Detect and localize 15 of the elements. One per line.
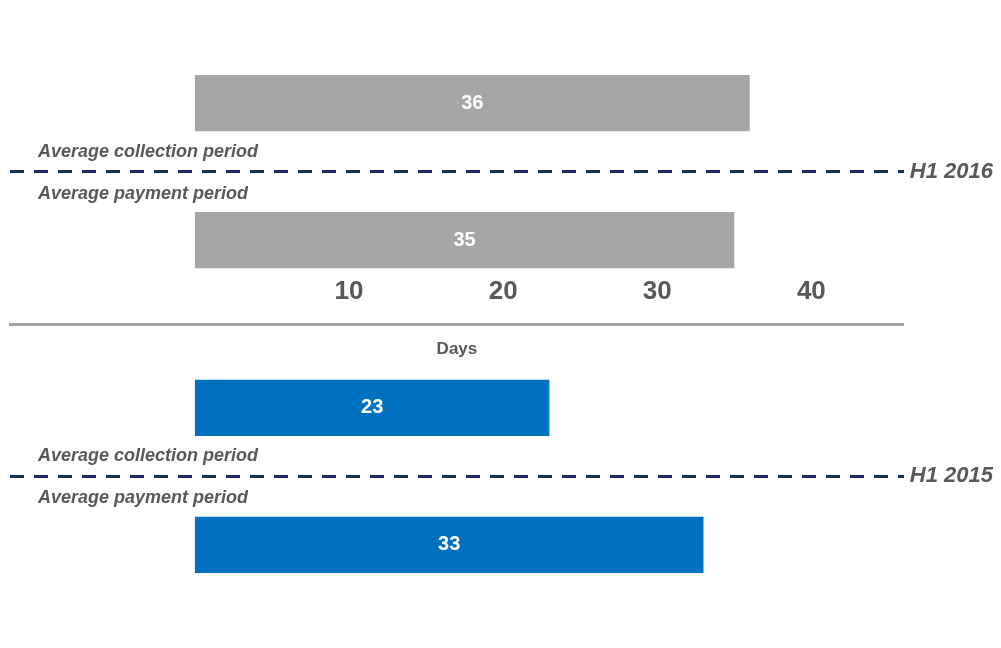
y-tick-label: H1 2015 bbox=[909, 462, 994, 488]
x-tick-label: 10 bbox=[334, 274, 364, 305]
series-label: Average collection period bbox=[37, 140, 260, 161]
series-label: Average payment period bbox=[37, 182, 250, 203]
text: Average payment period bbox=[38, 487, 249, 508]
data-label: 36 bbox=[461, 90, 484, 113]
data-label: 23 bbox=[361, 395, 384, 418]
x-tick-label: 30 bbox=[642, 274, 672, 305]
x-axis-title: Days bbox=[436, 339, 478, 359]
x-tick-label: 40 bbox=[796, 274, 826, 305]
x-tick-label: 20 bbox=[488, 274, 518, 305]
data-label: 33 bbox=[438, 532, 461, 555]
data-label: 35 bbox=[453, 227, 476, 250]
text: Average collection period bbox=[38, 445, 259, 466]
y-tick-label: H1 2016 bbox=[909, 157, 994, 183]
